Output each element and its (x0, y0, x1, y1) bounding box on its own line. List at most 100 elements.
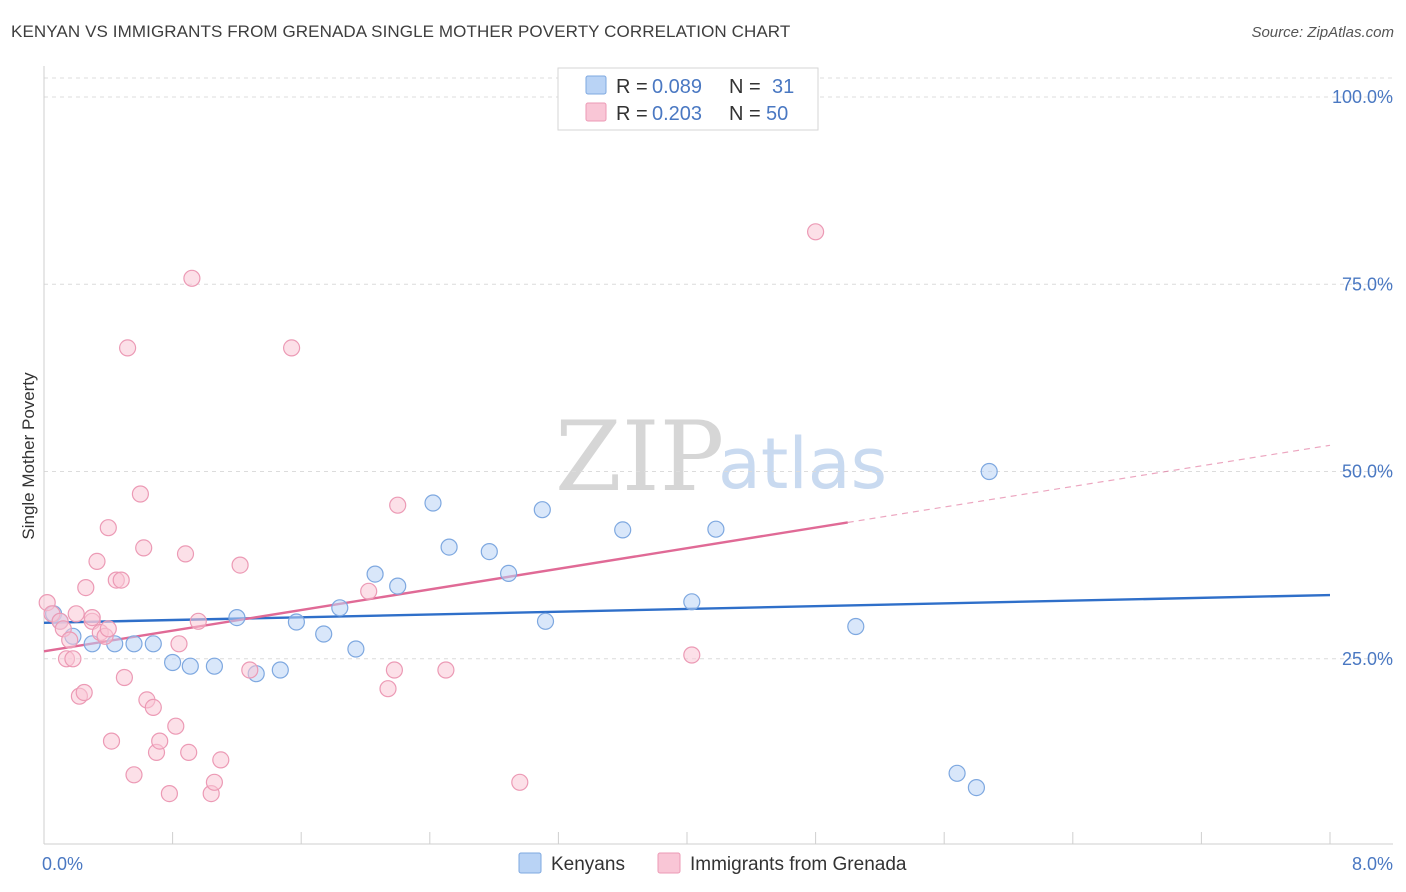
grenada-point-39 (212, 751, 230, 769)
source-label: Source: ZipAtlas.com (1251, 24, 1394, 41)
grenada-point-18 (102, 732, 121, 750)
bottom-legend-grenada: Immigrants from Grenada (690, 854, 907, 875)
y-axis-label: Single Mother Poverty (19, 372, 38, 540)
kenyan-point-25 (614, 521, 632, 539)
grenada-point-13 (88, 552, 106, 571)
legend-r-label-0: R = (616, 76, 648, 98)
grenada-point-49 (683, 646, 701, 664)
kenyan-point-30 (948, 764, 966, 782)
y-tick-label-25: 25.0% (1342, 649, 1393, 669)
kenyan-point-5 (125, 635, 143, 653)
axes (43, 66, 1393, 845)
grenada-point-10 (77, 578, 95, 597)
kenyan-point-14 (315, 625, 333, 643)
kenyan-point-9 (205, 657, 223, 675)
kenyan-point-20 (440, 538, 458, 556)
grenada-point-45 (385, 661, 403, 679)
grenada-point-23 (125, 766, 143, 784)
grenada-point-27 (144, 698, 162, 717)
kenyan-point-19 (424, 494, 442, 512)
grenada-point-17 (99, 519, 117, 537)
kenyan-point-27 (707, 520, 725, 538)
grenada-point-29 (151, 732, 169, 750)
bottom-legend-swatch-grenada (657, 852, 681, 874)
trend-lines (43, 444, 1331, 653)
gridlines (44, 77, 1393, 660)
grenada-point-30 (160, 784, 178, 803)
legend-swatch-grenada (585, 102, 607, 122)
x-tick-label-max: 8.0% (1352, 854, 1393, 874)
legend-n-label-0: N = (729, 76, 761, 98)
grenada-point-43 (360, 582, 378, 600)
legend-r-value-1: 0.203 (652, 103, 702, 125)
legend-n-label-1: N = (729, 103, 761, 125)
kenyan-point-26 (683, 593, 701, 611)
grenada-point-16 (99, 620, 117, 638)
grenada-point-38 (205, 773, 223, 791)
grenada-point-20 (112, 571, 130, 589)
grenada-point-25 (135, 539, 153, 557)
y-tick-label-75: 75.0% (1342, 274, 1393, 294)
grenada-point-24 (131, 485, 149, 503)
grenada-point-47 (437, 661, 455, 679)
kenyan-point-6 (144, 635, 162, 653)
grenada-point-40 (231, 556, 249, 574)
grenada-point-5 (61, 631, 79, 649)
watermark-atlas: atlas (718, 423, 887, 505)
legend-n-value-0: 31 (772, 76, 794, 98)
kenyan-point-23 (533, 501, 551, 519)
grenada-point-22 (118, 339, 137, 357)
kenyan-point-17 (366, 565, 384, 583)
legend-n-value-1: 50 (766, 103, 788, 125)
grenada-trend-extension (847, 444, 1331, 524)
grenada-point-46 (389, 496, 407, 514)
bottom-legend: Kenyans Immigrants from Grenada (518, 852, 907, 875)
data-points (38, 223, 998, 803)
grenada-point-12 (83, 608, 101, 627)
grenada-point-35 (183, 269, 201, 287)
kenyan-point-13 (287, 613, 305, 631)
kenyan-point-24 (536, 612, 555, 630)
grenada-point-36 (189, 612, 207, 630)
kenyan-point-10 (228, 608, 246, 627)
kenyan-point-16 (347, 640, 365, 658)
bottom-legend-swatch-kenyans (518, 852, 542, 874)
kenyan-point-22 (500, 564, 518, 583)
kenyan-point-21 (480, 542, 498, 561)
y-tick-label-100: 100.0% (1332, 87, 1393, 107)
kenyan-point-15 (331, 599, 349, 617)
grenada-point-31 (167, 717, 185, 735)
kenyan-point-31 (967, 778, 986, 797)
legend-r-label-1: R = (616, 103, 648, 125)
grenada-point-9 (75, 683, 93, 702)
legend-r-value-0: 0.089 (652, 76, 702, 98)
x-tick-label-min: 0.0% (42, 854, 83, 874)
kenyan-trend-line (43, 593, 1331, 624)
legend-swatch-kenyans (585, 75, 607, 95)
kenyan-point-7 (164, 653, 182, 672)
grenada-trend-line (43, 521, 848, 653)
grenada-point-42 (283, 339, 301, 357)
grenada-point-7 (67, 605, 85, 623)
axis-ticks: 25.0% 50.0% 75.0% 100.0% 0.0% 8.0% (42, 87, 1393, 874)
grenada-point-21 (115, 668, 134, 687)
bottom-legend-kenyans: Kenyans (551, 854, 625, 875)
kenyan-point-29 (980, 462, 998, 481)
grenada-point-32 (170, 635, 188, 653)
top-legend: R = 0.089 N = 31 R = 0.203 N = 50 (557, 67, 819, 131)
grenada-point-44 (379, 680, 397, 698)
kenyan-point-18 (389, 577, 407, 595)
chart-title: KENYAN VS IMMIGRANTS FROM GRENADA SINGLE… (11, 22, 791, 41)
grenada-point-48 (511, 773, 529, 791)
kenyan-point-12 (271, 661, 289, 679)
kenyan-point-28 (847, 617, 865, 636)
y-tick-label-50: 50.0% (1342, 462, 1393, 482)
grenada-point-34 (180, 743, 198, 762)
kenyan-point-8 (181, 657, 199, 675)
grenada-point-50 (806, 223, 825, 241)
grenada-point-6 (64, 650, 82, 668)
grenada-point-33 (176, 545, 195, 563)
grenada-point-41 (241, 661, 259, 679)
watermark-zip: ZIP (555, 401, 724, 513)
